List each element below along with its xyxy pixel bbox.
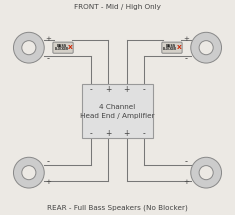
- Text: +: +: [46, 179, 51, 185]
- Text: X: X: [67, 45, 72, 49]
- Text: +: +: [184, 179, 189, 185]
- Text: -: -: [142, 85, 145, 94]
- Text: +: +: [184, 36, 189, 42]
- Text: +: +: [123, 129, 130, 138]
- Text: BASS: BASS: [56, 45, 67, 48]
- FancyBboxPatch shape: [53, 42, 73, 53]
- Circle shape: [191, 32, 222, 63]
- Circle shape: [22, 166, 36, 180]
- Text: -: -: [47, 54, 50, 63]
- Text: -: -: [185, 54, 188, 63]
- Text: BASS: BASS: [165, 45, 175, 48]
- Text: +: +: [105, 129, 112, 138]
- Text: -: -: [142, 129, 145, 138]
- Text: -: -: [47, 157, 50, 166]
- Text: 4 Channel
Head End / Amplifier: 4 Channel Head End / Amplifier: [80, 104, 155, 119]
- Text: +: +: [105, 85, 112, 94]
- Text: FRONT - Mid / High Only: FRONT - Mid / High Only: [74, 4, 161, 10]
- Text: +: +: [46, 36, 51, 42]
- Text: BLOCKER: BLOCKER: [54, 47, 68, 51]
- Text: REAR - Full Bass Speakers (No Blocker): REAR - Full Bass Speakers (No Blocker): [47, 205, 188, 211]
- Text: BLOCKER: BLOCKER: [163, 47, 177, 51]
- Circle shape: [13, 32, 44, 63]
- Circle shape: [13, 157, 44, 188]
- FancyBboxPatch shape: [162, 42, 182, 53]
- Text: X: X: [176, 45, 181, 49]
- Text: -: -: [185, 157, 188, 166]
- Circle shape: [199, 41, 213, 55]
- Text: +: +: [123, 85, 130, 94]
- Text: -: -: [90, 85, 93, 94]
- Circle shape: [199, 166, 213, 180]
- Circle shape: [191, 157, 222, 188]
- FancyBboxPatch shape: [82, 84, 153, 138]
- Circle shape: [22, 41, 36, 55]
- Text: -: -: [90, 129, 93, 138]
